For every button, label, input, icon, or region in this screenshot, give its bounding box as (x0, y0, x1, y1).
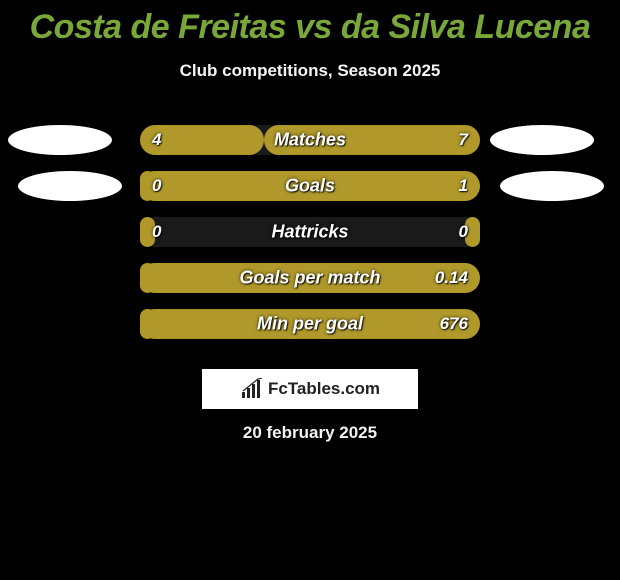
stat-label: Goals (285, 176, 335, 197)
stat-row: Min per goal 676 (0, 301, 620, 347)
stat-label: Hattricks (271, 222, 348, 243)
stat-right-value: 1 (459, 176, 468, 196)
stat-left-value: 4 (152, 130, 161, 150)
comparison-title: Costa de Freitas vs da Silva Lucena (0, 8, 620, 47)
stat-bar: 0 Goals 1 (140, 171, 480, 201)
stat-bar: 4 Matches 7 (140, 125, 480, 155)
stats-block: 4 Matches 7 0 Goals 1 0 Hattricks 0 Goals per mat… (0, 117, 620, 347)
stat-bar: Goals per match 0.14 (140, 263, 480, 293)
stat-label: Matches (274, 130, 346, 151)
stat-bar: Min per goal 676 (140, 309, 480, 339)
decorative-ellipse (490, 125, 594, 155)
comparison-subtitle: Club competitions, Season 2025 (0, 61, 620, 81)
stat-row: 0 Hattricks 0 (0, 209, 620, 255)
stat-left-value: 0 (152, 176, 161, 196)
source-badge-text: FcTables.com (268, 379, 380, 399)
stat-right-value: 0.14 (435, 268, 468, 288)
decorative-ellipse (500, 171, 604, 201)
stat-right-value: 7 (459, 130, 468, 150)
stat-row: Goals per match 0.14 (0, 255, 620, 301)
decorative-ellipse (18, 171, 122, 201)
bar-chart-icon (240, 378, 266, 400)
stat-label: Min per goal (257, 314, 363, 335)
stat-bar-left-fill (140, 263, 155, 293)
decorative-ellipse (8, 125, 112, 155)
stat-bar-left-fill (140, 309, 155, 339)
stat-bar: 0 Hattricks 0 (140, 217, 480, 247)
source-badge[interactable]: FcTables.com (202, 369, 418, 409)
stat-right-value: 676 (440, 314, 468, 334)
stat-right-value: 0 (459, 222, 468, 242)
stat-left-value: 0 (152, 222, 161, 242)
stat-label: Goals per match (239, 268, 380, 289)
comparison-date: 20 february 2025 (0, 423, 620, 443)
